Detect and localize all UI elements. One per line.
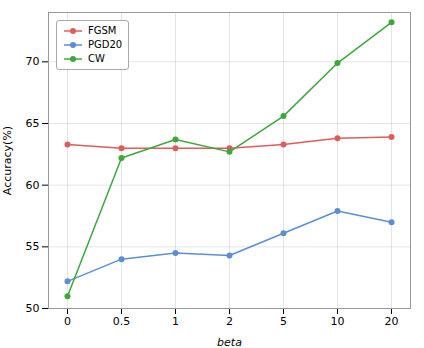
svg-text:70: 70 [26, 55, 40, 68]
svg-text:0.5: 0.5 [113, 315, 131, 328]
svg-text:1: 1 [172, 315, 179, 328]
svg-text:50: 50 [26, 302, 40, 315]
svg-text:20: 20 [385, 315, 399, 328]
svg-text:5: 5 [280, 315, 287, 328]
svg-text:10: 10 [331, 315, 345, 328]
html-text:CW: CW [88, 53, 105, 64]
html-text:FGSM: FGSM [88, 25, 117, 36]
svg-text:2: 2 [226, 315, 233, 328]
svg-text:beta: beta [217, 336, 242, 348]
svg-text:Accuracy(%): Accuracy(%) [1, 126, 14, 195]
svg-text:65: 65 [26, 117, 40, 130]
html-text:PGD20: PGD20 [88, 39, 123, 50]
svg-text:60: 60 [26, 179, 40, 192]
svg-text:0: 0 [64, 315, 71, 328]
svg-text:55: 55 [26, 240, 40, 253]
